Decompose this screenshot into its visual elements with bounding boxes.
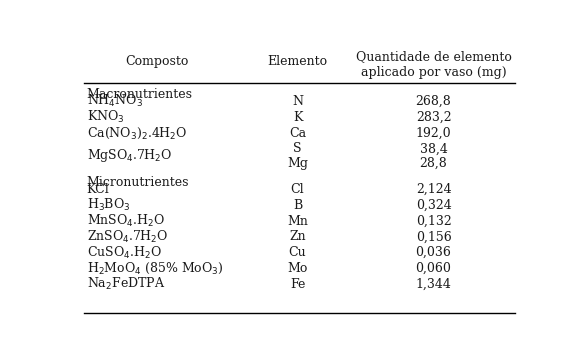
Text: 0,036: 0,036 bbox=[415, 246, 452, 259]
Text: S: S bbox=[293, 142, 302, 155]
Text: KNO$_3$: KNO$_3$ bbox=[87, 109, 124, 125]
Text: NH$_4$NO$_3$: NH$_4$NO$_3$ bbox=[87, 93, 143, 109]
Text: 0,324: 0,324 bbox=[416, 199, 452, 212]
Text: KCl: KCl bbox=[87, 183, 109, 196]
Text: Mn: Mn bbox=[287, 215, 308, 228]
Text: H$_2$MoO$_4$ (85% MoO$_3$): H$_2$MoO$_4$ (85% MoO$_3$) bbox=[87, 261, 223, 276]
Text: Cu: Cu bbox=[289, 246, 307, 259]
Text: Cl: Cl bbox=[291, 183, 304, 196]
Text: Macronutrientes: Macronutrientes bbox=[87, 87, 192, 100]
Text: H$_3$BO$_3$: H$_3$BO$_3$ bbox=[87, 197, 130, 213]
Text: Mg: Mg bbox=[287, 157, 308, 170]
Text: 192,0: 192,0 bbox=[416, 126, 452, 140]
Text: 0,060: 0,060 bbox=[415, 262, 452, 275]
Text: Mo: Mo bbox=[287, 262, 308, 275]
Text: Ca(NO$_3$)$_2$.4H$_2$O: Ca(NO$_3$)$_2$.4H$_2$O bbox=[87, 125, 187, 141]
Text: Elemento: Elemento bbox=[267, 55, 328, 68]
Text: 0,132: 0,132 bbox=[416, 215, 452, 228]
Text: 38,4: 38,4 bbox=[419, 142, 448, 155]
Text: Composto: Composto bbox=[125, 55, 189, 68]
Text: CuSO$_4$.H$_2$O: CuSO$_4$.H$_2$O bbox=[87, 245, 161, 261]
Text: 0,156: 0,156 bbox=[416, 230, 452, 243]
Text: ZnSO$_4$.7H$_2$O: ZnSO$_4$.7H$_2$O bbox=[87, 229, 168, 245]
Text: Zn: Zn bbox=[289, 230, 306, 243]
Text: Micronutrientes: Micronutrientes bbox=[87, 176, 189, 189]
Text: aplicado por vaso (mg): aplicado por vaso (mg) bbox=[361, 66, 507, 79]
Text: Na$_2$FeDTPA: Na$_2$FeDTPA bbox=[87, 276, 165, 292]
Text: 283,2: 283,2 bbox=[416, 111, 452, 124]
Text: 28,8: 28,8 bbox=[419, 157, 448, 170]
Text: Ca: Ca bbox=[289, 126, 306, 140]
Text: B: B bbox=[293, 199, 302, 212]
Text: MnSO$_4$.H$_2$O: MnSO$_4$.H$_2$O bbox=[87, 213, 164, 229]
Text: 1,344: 1,344 bbox=[415, 278, 452, 291]
Text: Quantidade de elemento: Quantidade de elemento bbox=[356, 50, 511, 64]
Text: N: N bbox=[292, 95, 303, 108]
Text: MgSO$_4$.7H$_2$O: MgSO$_4$.7H$_2$O bbox=[87, 148, 172, 165]
Text: Fe: Fe bbox=[290, 278, 305, 291]
Text: K: K bbox=[293, 111, 302, 124]
Text: 268,8: 268,8 bbox=[416, 95, 452, 108]
Text: 2,124: 2,124 bbox=[416, 183, 452, 196]
